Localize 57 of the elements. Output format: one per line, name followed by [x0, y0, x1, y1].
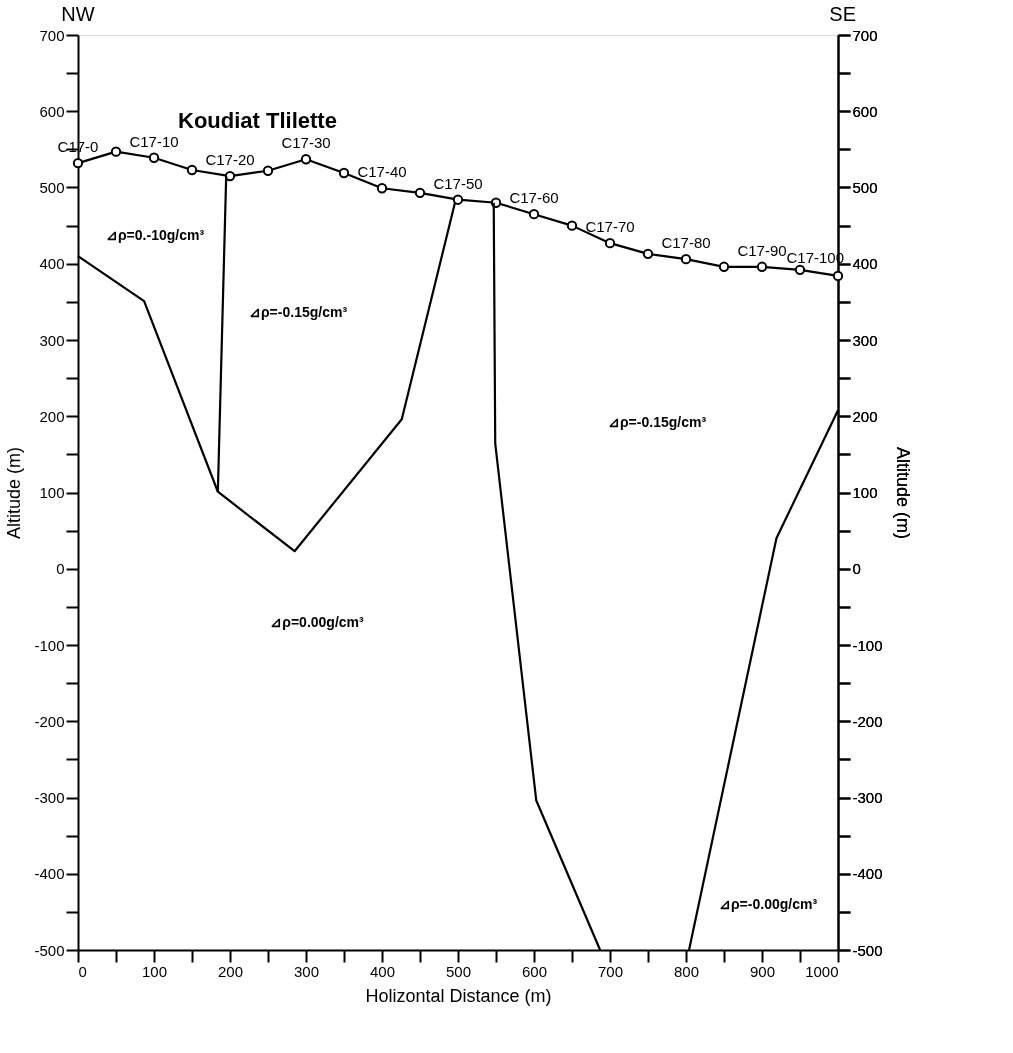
- y2-axis-title: Altitude (m): [892, 446, 913, 540]
- x-tick-label: 600: [521, 962, 548, 980]
- y-tick-label: 0: [56, 560, 65, 578]
- y-tick-label: 300: [39, 331, 65, 349]
- text: SE: [829, 3, 856, 25]
- y-tick-label: 700: [39, 26, 65, 44]
- y2-tick-label: -100: [852, 636, 883, 654]
- y-tick-label: -400: [34, 865, 65, 883]
- y-tick-label: 600: [39, 102, 65, 120]
- y-tick-label: 500: [39, 179, 65, 196]
- x-tick-label: 100: [141, 962, 168, 980]
- x-tick-label: 1000: [805, 962, 839, 980]
- annotation: C17-90: [737, 241, 787, 259]
- y2-tick-label: 700: [852, 26, 878, 44]
- annotation: ⊿ρ=-0.00g/cm³: [718, 896, 818, 912]
- x-tick-label: 200: [217, 962, 244, 980]
- x-tick-label: 800: [673, 962, 700, 980]
- y-tick-label: -200: [34, 712, 65, 730]
- text: NW: [61, 3, 95, 25]
- y2-tick-label: 600: [852, 102, 878, 120]
- x-axis-title: Holizontal Distance (m): [365, 985, 552, 1006]
- annotation: ⊿ρ=0.00g/cm³: [270, 614, 365, 630]
- y-tick-label: -100: [34, 636, 65, 654]
- y-tick-label: -500: [34, 941, 65, 959]
- annotation: ⊿ρ=0.-10g/cm³: [105, 227, 205, 243]
- y2-tick-label: 100: [852, 484, 878, 501]
- annotation: C17-60: [509, 189, 559, 207]
- x-tick-label: 500: [445, 962, 472, 980]
- x-tick-label: 900: [749, 962, 776, 980]
- x-tick-label: 300: [293, 962, 320, 980]
- y2-tick-label: 500: [852, 179, 878, 196]
- y2-tick-label: 300: [852, 331, 878, 349]
- y-tick-label: -300: [34, 789, 65, 806]
- y-tick-label: 400: [39, 255, 65, 273]
- y2-tick-label: 400: [852, 255, 878, 273]
- text: Koudiat Tlilette: [178, 108, 337, 133]
- annotation: C17-30: [281, 134, 331, 152]
- y-axis-title: Altitude (m): [4, 446, 25, 540]
- y-tick-label: 200: [39, 407, 65, 425]
- annotation: C17-70: [585, 218, 635, 236]
- x-tick-label: 0: [78, 962, 87, 980]
- annotation: ⊿ρ=-0.15g/cm³: [248, 304, 348, 320]
- annotation: C17-20: [205, 151, 255, 169]
- annotation: C17-10: [129, 132, 179, 150]
- y2-tick-label: 0: [852, 560, 861, 578]
- y2-tick-label: -500: [852, 941, 883, 959]
- y2-tick-label: 200: [852, 407, 878, 425]
- annotation: C17-50: [433, 174, 483, 192]
- y-tick-label: 100: [39, 484, 65, 501]
- y2-tick-label: -400: [852, 865, 883, 883]
- annotation: ⊿ρ=-0.15g/cm³: [607, 414, 707, 430]
- x-tick-label: 400: [369, 962, 396, 980]
- annotation: C17-40: [357, 163, 407, 181]
- annotation: C17-80: [661, 234, 711, 252]
- y2-tick-label: -200: [852, 712, 883, 730]
- x-tick-label: 700: [597, 962, 624, 980]
- y2-tick-label: -300: [852, 789, 883, 806]
